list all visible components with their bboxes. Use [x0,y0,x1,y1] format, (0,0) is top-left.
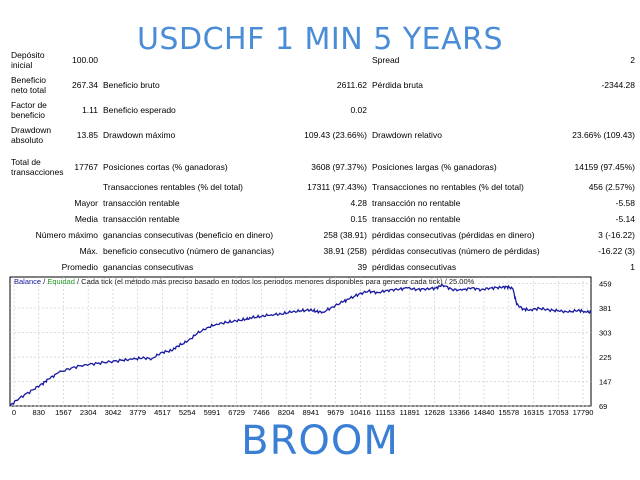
x-tick-label: 10416 [350,408,371,415]
legend-balance: Balance [14,277,42,286]
x-tick-label: 14840 [474,408,495,415]
perdida-bruta-value: -2344.28 [601,80,635,90]
y-tick-label: 225 [599,353,612,362]
dd-abs-label: Drawdown absoluto [11,125,52,145]
deposito-value: 100.00 [72,55,98,65]
x-tick-label: 15578 [498,408,519,415]
beneficio-neto-value: 267.34 [72,80,98,90]
mayor-norent-label: transacción no rentable [372,198,461,208]
chart-svg: 0 830 1567 2304 3042 3779 4517 5254 5991 6729 7466… [9,276,612,415]
deposito-label: Depósito inicial [11,50,45,70]
x-tick-label: 2304 [80,408,97,415]
prom-prefix: Promedio [61,262,98,272]
max-ben-value: 38.91 (258) [323,246,367,256]
beneficio-bruto-label: Beneficio bruto [103,80,160,90]
x-tick-label: 3779 [129,408,146,415]
prom-per-value: 1 [630,262,635,272]
x-tick-label: 17790 [573,408,594,415]
prom-gan-label: ganancias consecutivas [103,262,194,272]
dd-abs-value: 13.85 [76,130,98,140]
spread-label: Spread [372,55,400,65]
rentables-value: 17311 (97.43%) [307,182,367,192]
balance-chart: 0 830 1567 2304 3042 3779 4517 5254 5991 6729 7466… [8,275,633,415]
dd-rel-value: 23.66% (109.43) [572,130,635,140]
prom-per-label: pérdidas consecutivas [372,262,457,272]
chart-legend: Balance / Equidad / Cada tick (el método… [14,277,474,286]
total-tr-label: Total de transacciones [11,157,64,177]
x-tick-label: 12628 [424,408,445,415]
mayor-rent-label: transacción rentable [103,198,180,208]
report-stats: Depósito inicial 100.00 Spread 2 Benefic… [11,50,636,272]
beneficio-neto-label: Beneficio neto total [11,75,46,95]
x-tick-label: 11891 [400,408,420,415]
y-tick-label: 147 [599,378,612,387]
x-tick-label: 11153 [375,408,395,415]
prom-gan-value: 39 [357,262,367,272]
mayor-norent-value: -5.58 [615,198,635,208]
esperado-label: Beneficio esperado [103,105,176,115]
x-tick-label: 8204 [278,408,295,415]
x-tick-label: 830 [32,408,45,415]
y-tick-label: 303 [599,329,612,338]
no-rentables-label: Transacciones no rentables (% del total) [372,182,524,192]
y-tick-label: 381 [599,304,612,313]
media-prefix: Media [74,214,98,224]
x-tick-label: 4517 [154,408,171,415]
mayor-rent-value: 4.28 [350,198,367,208]
factor-label: Factor de beneficio [11,100,47,120]
x-tick-label: 6729 [228,408,245,415]
balance-line [9,284,592,407]
x-tick-label: 7466 [253,408,270,415]
mayor-prefix: Mayor [74,198,98,208]
x-tick-label: 1567 [55,408,72,415]
x-tick-label: 16315 [523,408,544,415]
x-tick-label: 5991 [204,408,221,415]
legend-rest: / Cada tick (el método más preciso basad… [74,277,475,286]
max-prefix: Máx. [79,246,98,256]
x-tick-label: 17053 [548,408,569,415]
cortas-value: 3608 (97.37%) [311,162,367,172]
dd-max-label: Drawdown máximo [103,130,176,140]
perdida-bruta-label: Pérdida bruta [372,80,424,90]
cortas-label: Posiciones cortas (% ganadoras) [103,162,228,172]
nmax-per-label: pérdidas consecutivas (pérdidas en diner… [372,230,535,240]
dd-max-value: 109.43 (23.66%) [304,130,367,140]
page-title: USDCHF 1 MIN 5 YEARS [136,22,504,57]
x-tick-label: 13366 [449,408,470,415]
max-per-label: pérdidas consecutivas (número de pérdida… [372,246,540,256]
nmax-gan-value: 258 (38.91) [323,230,367,240]
y-tick-label: 459 [599,280,612,289]
footer-title: BROOM [241,418,399,464]
dd-rel-label: Drawdown relativo [372,130,442,140]
nmax-per-value: 3 (-16.22) [598,230,635,240]
rentables-label: Transacciones rentables (% del total) [103,182,244,192]
largas-value: 14159 (97.45%) [574,162,636,172]
max-ben-label: beneficio consecutivo (número de gananci… [103,246,275,256]
total-tr-value: 17767 [74,162,98,172]
esperado-value: 0.02 [350,105,367,115]
nmax-gan-label: ganancias consecutivas (beneficio en din… [103,230,274,240]
media-rent-value: 0.15 [350,214,367,224]
nmax-prefix: Número máximo [35,230,98,240]
media-rent-label: transacción rentable [103,214,180,224]
x-tick-label: 5254 [179,408,196,415]
x-tick-label: 8941 [303,408,320,415]
largas-label: Posiciones largas (% ganadoras) [372,162,497,172]
beneficio-bruto-value: 2611.62 [336,80,367,90]
media-norent-label: transacción no rentable [372,214,461,224]
x-tick-label: 3042 [105,408,122,415]
media-norent-value: -5.14 [615,214,635,224]
legend-sep: / [41,277,48,286]
factor-value: 1.11 [82,105,98,115]
y-tick-label: 69 [599,402,607,411]
spread-value: 2 [630,55,635,65]
no-rentables-value: 456 (2.57%) [588,182,635,192]
max-per-value: -16.22 (3) [598,246,635,256]
legend-equidad: Equidad [47,277,75,286]
x-tick-label: 0 [12,408,16,415]
x-tick-label: 9679 [327,408,344,415]
plot-frame [9,276,592,407]
